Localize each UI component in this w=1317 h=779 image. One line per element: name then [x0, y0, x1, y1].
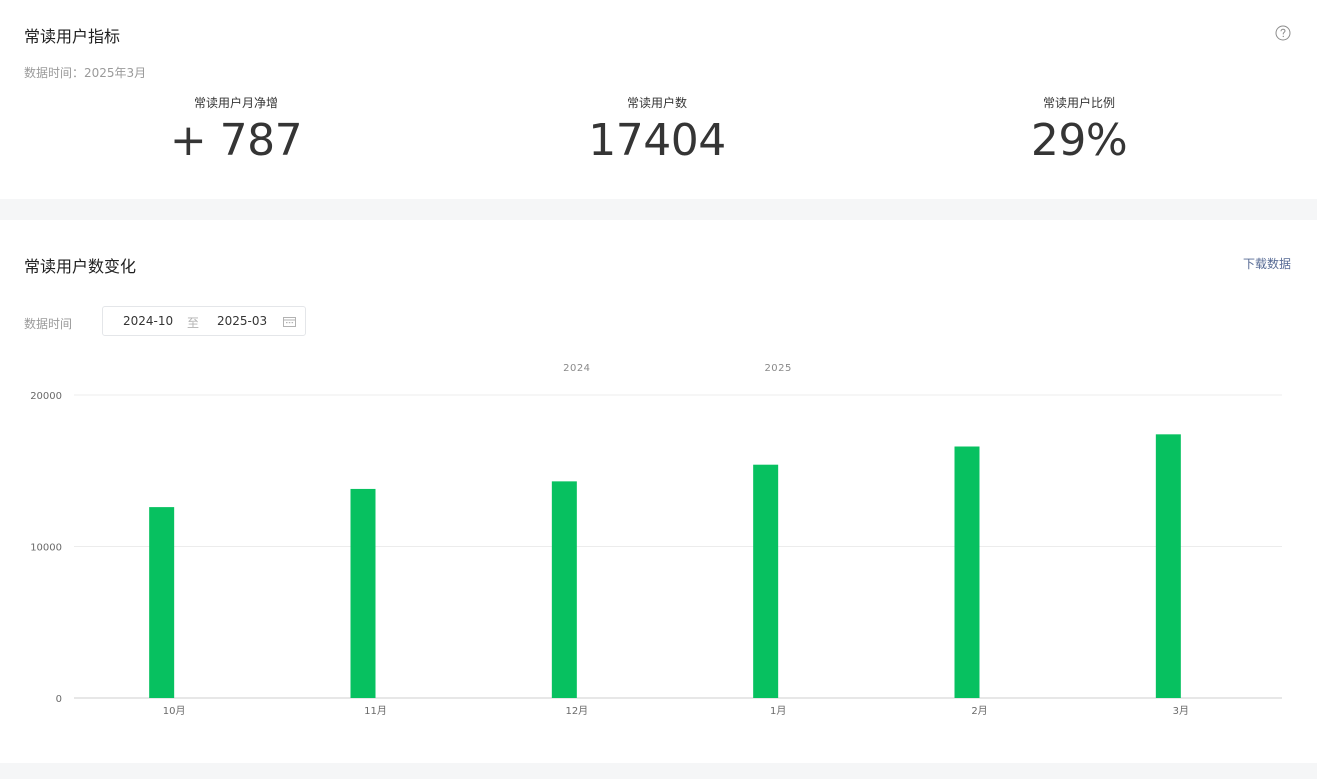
year-label: 2024	[563, 363, 590, 374]
metric-label: 常读用户比例	[1042, 96, 1115, 110]
download-data-link[interactable]: 下载数据	[1242, 257, 1291, 271]
range-start-input[interactable]: 2024-10	[123, 314, 174, 328]
x-tick-label: 1月	[770, 705, 786, 717]
x-tick-label: 3月	[1173, 705, 1189, 717]
x-tick-label: 2月	[971, 705, 987, 717]
x-tick-label: 12月	[565, 705, 588, 717]
data-time-label: 数据时间：2025年3月	[24, 66, 147, 80]
metrics-card: 常读用户指标 数据时间：2025年3月 常读用户月净增 + 787 常读用户数 …	[0, 0, 1317, 199]
trend-card-title: 常读用户数变化	[24, 257, 137, 276]
metric-monthly-net-increase: 常读用户月净增 + 787	[56, 95, 416, 167]
bar	[1155, 434, 1181, 698]
metric-value: + 787	[169, 115, 303, 166]
metric-value: 29%	[1030, 115, 1128, 166]
range-end-input[interactable]: 2025-03	[217, 314, 268, 328]
x-tick-label: 10月	[163, 705, 186, 717]
bar	[954, 446, 980, 698]
metric-label: 常读用户数	[626, 96, 687, 110]
y-tick-label: 20000	[30, 391, 62, 402]
trend-card: 常读用户数变化 下载数据 数据时间 2024-10 至 2025-03	[0, 220, 1317, 763]
user-count-bar-chart: 20000 10000 0 10月 11月 12月 1月 2月 3月 2024 2025	[30, 363, 1282, 717]
metric-user-ratio: 常读用户比例 29%	[899, 95, 1259, 167]
range-separator: 至	[187, 316, 200, 330]
metric-value: 17404	[588, 115, 726, 166]
bar	[350, 488, 376, 698]
metric-user-count: 常读用户数 17404	[477, 95, 837, 167]
bar	[149, 507, 175, 698]
x-tick-label: 11月	[364, 705, 387, 717]
metrics-card-title: 常读用户指标	[24, 27, 121, 46]
bar	[551, 481, 577, 698]
y-tick-label: 10000	[30, 543, 62, 554]
metric-label: 常读用户月净增	[193, 96, 278, 110]
date-range-picker[interactable]: 2024-10 至 2025-03	[102, 306, 306, 336]
year-label: 2025	[764, 363, 791, 374]
question-circle-icon[interactable]	[1275, 25, 1291, 41]
calendar-icon	[283, 317, 296, 327]
bar	[753, 464, 779, 698]
y-tick-label: 0	[56, 694, 62, 705]
range-label: 数据时间	[24, 317, 73, 331]
